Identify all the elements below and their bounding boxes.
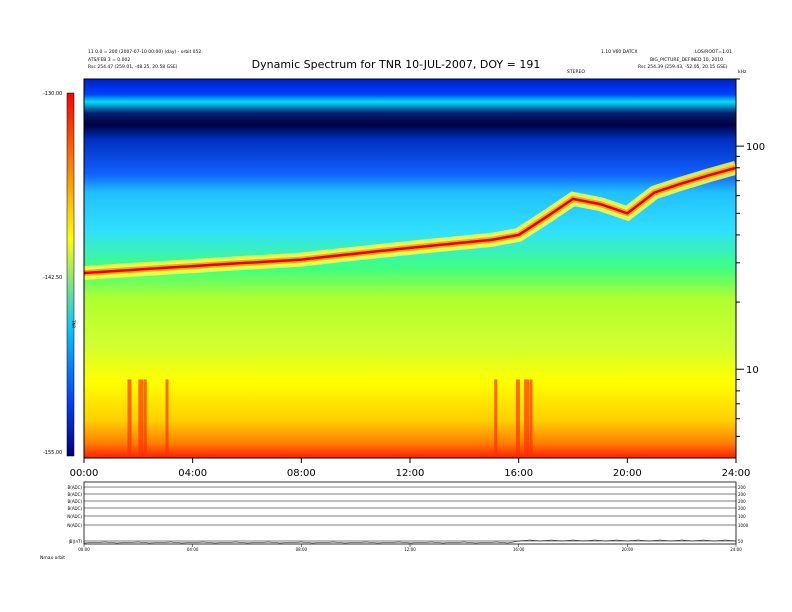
panel-right-label: 1000 <box>738 523 749 528</box>
colorbar-top-label: -130.00 <box>43 91 63 97</box>
y-tick-label: 10 <box>746 365 759 376</box>
bottom-panels-frame <box>83 481 737 545</box>
panel-label: N(ADC) <box>67 523 82 528</box>
header-right-line1: 1.10 V60 DATCX <box>601 50 638 55</box>
x-tick-label: 16:00 <box>504 468 533 479</box>
colorbar <box>66 92 75 457</box>
chart-title: Dynamic Spectrum for TNR 10-JUL-2007, DO… <box>251 58 541 71</box>
header-right-line2: LOS/ROOT=1.01 <box>695 50 733 55</box>
panel-right-label: 200 <box>738 506 746 511</box>
colorbar-title: TNR <box>71 320 76 329</box>
panel-x-tick-label: 08:00 <box>296 547 308 552</box>
header-left-line1: 11 0.0 = 200 (2007-07-10 00:00) (day) - … <box>88 50 202 55</box>
panel-right-label: 100 <box>738 514 746 519</box>
burst-streak <box>494 379 498 458</box>
burst-streak <box>524 379 530 458</box>
header-marker: STEREO <box>567 70 585 75</box>
header-left-line3: Rsc 254.47 (259.01, -48.25, 20.58 GSE) <box>88 65 178 70</box>
x-tick-label: 00:00 <box>70 468 99 479</box>
panel-right-label: 200 <box>738 492 746 497</box>
burst-streak <box>138 379 144 458</box>
panel-right-label: 200 <box>738 499 746 504</box>
panel-x-tick-label: 24:00 <box>730 547 742 552</box>
burst-streak <box>529 379 533 458</box>
x-tick-label: 20:00 <box>613 468 642 479</box>
panel-x-tick-label: 16:00 <box>513 547 525 552</box>
panel-label: B(ADC) <box>68 499 83 504</box>
burst-streak <box>165 379 169 458</box>
header-right-line3: BIG_PICTURE_DEFINED 10, 2010 <box>650 58 723 63</box>
panel-label: |B|(nT) <box>68 539 82 544</box>
panel-x-tick-label: 04:00 <box>187 547 199 552</box>
burst-streak <box>143 379 147 458</box>
panel-label: B(ADC) <box>68 492 83 497</box>
colorbar-mid-label: -142.50 <box>43 275 63 281</box>
header-left-line2: ATS/FEB 3 = 0.002 <box>88 58 131 63</box>
panel-x-tick-label: 00:00 <box>78 547 90 552</box>
panel-label: B(ADC) <box>68 485 83 490</box>
panel-label: N(ADC) <box>67 514 82 519</box>
burst-streak <box>515 379 520 458</box>
x-tick-label: 12:00 <box>396 468 425 479</box>
panel-label: B(ADC) <box>68 506 83 511</box>
magnetic-field-trace <box>83 539 737 544</box>
bottom-left-label: Nmax orbit <box>40 556 66 561</box>
x-tick-label: 04:00 <box>178 468 207 479</box>
x-tick-label: 24:00 <box>722 468 751 479</box>
panel-x-tick-label: 20:00 <box>622 547 634 552</box>
x-tick-label: 08:00 <box>287 468 316 479</box>
panel-right-label: 200 <box>738 485 746 490</box>
panel-right-label: 50 <box>738 539 744 544</box>
plasma-line-core <box>84 166 736 275</box>
burst-streak <box>127 379 132 458</box>
freq-unit-label: kHz <box>738 70 747 75</box>
header-right-line4: Rsc 254.39 (259.43, -52.05, 20.15 GSE) <box>638 65 728 70</box>
colorbar-bottom-label: -155.00 <box>43 450 63 456</box>
panel-x-tick-label: 12:00 <box>404 547 416 552</box>
y-tick-label: 100 <box>746 142 765 153</box>
